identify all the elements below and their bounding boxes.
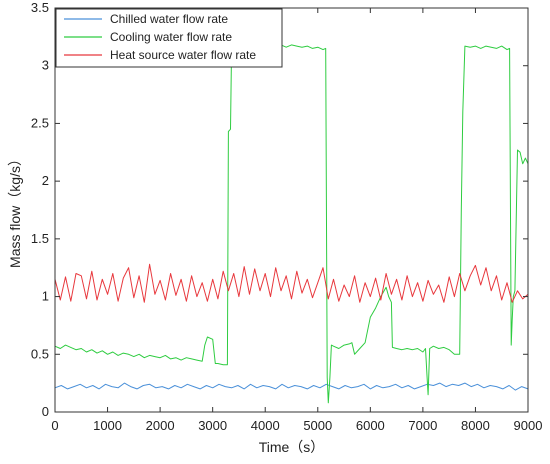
x-tick-label: 3000 [198,418,227,433]
legend-label-heat-source: Heat source water flow rate [110,48,256,62]
x-tick-label: 0 [51,418,58,433]
series-line-chilled [55,383,528,390]
y-tick-label: 2.5 [31,115,49,130]
y-tick-label: 1.5 [31,231,49,246]
series-layer [55,44,528,403]
x-axis: 0 1000 2000 3000 4000 5000 6000 7000 8000 9000 [51,8,542,433]
legend-label-chilled: Chilled water flow rate [110,12,228,26]
x-tick-label: 5000 [303,418,332,433]
x-axis-label: Time（s） [259,439,325,455]
series-line-heat-source [55,264,528,302]
x-tick-label: 2000 [146,418,175,433]
y-tick-label: 3.5 [31,0,49,15]
x-tick-label: 9000 [514,418,543,433]
x-tick-label: 7000 [408,418,437,433]
x-tick-label: 8000 [461,418,490,433]
y-axis-label: Mass flow（kg/s） [7,152,23,268]
x-tick-label: 4000 [251,418,280,433]
legend: Chilled water flow rate Cooling water fl… [56,9,282,67]
y-tick-label: 1 [42,289,49,304]
y-tick-label: 0 [42,404,49,419]
y-tick-label: 0.5 [31,346,49,361]
x-tick-label: 1000 [93,418,122,433]
plot-frame [55,8,528,412]
y-tick-label: 3 [42,58,49,73]
y-tick-label: 2 [42,173,49,188]
legend-label-cooling: Cooling water flow rate [110,30,232,44]
x-tick-label: 6000 [356,418,385,433]
series-line-cooling [55,44,528,403]
